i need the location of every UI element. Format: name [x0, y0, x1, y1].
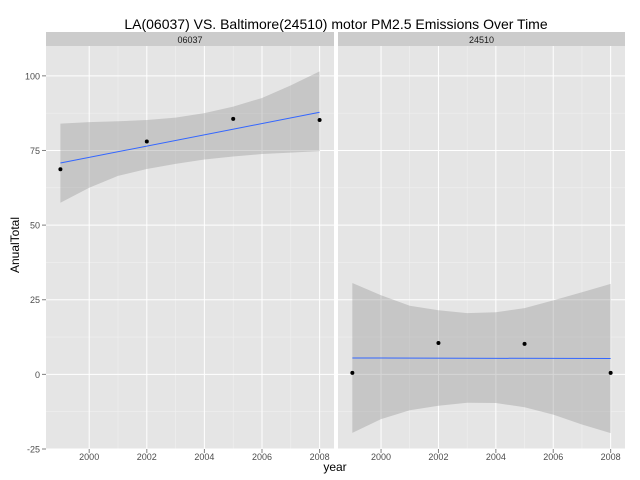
x-tick-label: 2008: [310, 452, 330, 462]
x-tick-label: 2002: [137, 452, 157, 462]
data-point: [58, 167, 63, 172]
facet-strip: [46, 32, 334, 46]
x-tick-label: 2006: [252, 452, 272, 462]
data-point: [522, 341, 527, 346]
data-point: [231, 116, 236, 121]
chart-title: LA(06037) VS. Baltimore(24510) motor PM2…: [124, 16, 547, 32]
x-tick-label: 2004: [194, 452, 214, 462]
y-tick-label: -25: [27, 445, 40, 455]
fit-line: [352, 357, 611, 360]
y-axis-label: AnualTotal: [8, 217, 22, 273]
data-point: [317, 118, 322, 123]
data-point: [436, 341, 441, 346]
x-tick-label: 2004: [486, 452, 506, 462]
facet-label: 06037: [177, 35, 202, 45]
data-point: [608, 370, 613, 375]
x-tick-label: 2000: [371, 452, 391, 462]
data-point: [350, 370, 355, 375]
x-axis-label: year: [323, 460, 346, 474]
facet-label: 24510: [469, 35, 494, 45]
data-point: [144, 139, 149, 144]
x-tick-label: 2006: [543, 452, 563, 462]
x-tick-label: 2000: [79, 452, 99, 462]
confidence-band: [60, 71, 320, 203]
x-tick-label: 2002: [428, 452, 448, 462]
y-tick-label: 100: [25, 71, 40, 81]
y-tick-label: 25: [30, 295, 40, 305]
x-tick-label: 2008: [601, 452, 621, 462]
facet-strip: [338, 32, 625, 46]
fit-line: [60, 111, 320, 164]
y-tick-label: 0: [35, 370, 40, 380]
y-tick-label: 50: [30, 221, 40, 231]
y-tick-label: 75: [30, 146, 40, 156]
